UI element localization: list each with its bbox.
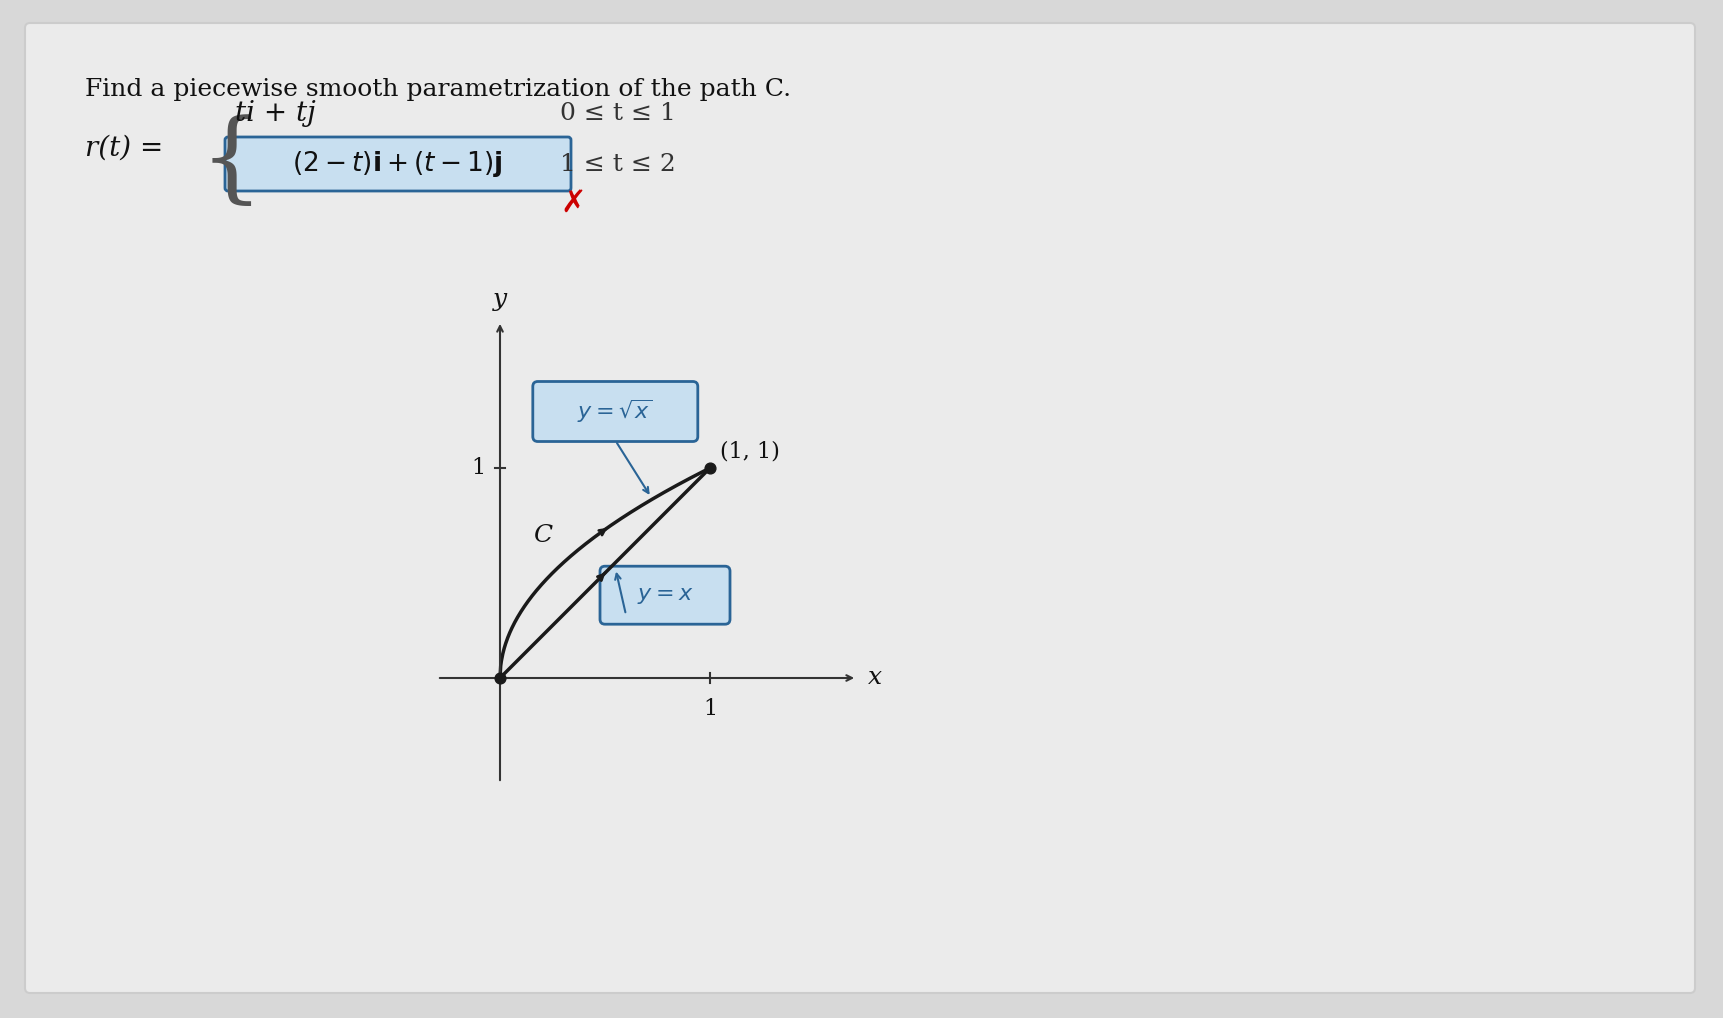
Text: ti + tj: ti + tj: [234, 100, 315, 126]
Text: 0 ≤ t ≤ 1: 0 ≤ t ≤ 1: [560, 102, 675, 124]
Text: x: x: [867, 667, 880, 689]
Text: {: {: [200, 115, 264, 211]
Text: (1, 1): (1, 1): [720, 440, 781, 462]
Text: 1 ≤ t ≤ 2: 1 ≤ t ≤ 2: [560, 153, 675, 175]
FancyBboxPatch shape: [532, 382, 698, 442]
Text: ✗: ✗: [560, 188, 586, 218]
Text: $(2-t)\mathbf{i} + (t-1)\mathbf{j}$: $(2-t)\mathbf{i} + (t-1)\mathbf{j}$: [291, 149, 501, 179]
Text: 1: 1: [470, 457, 484, 479]
FancyBboxPatch shape: [600, 566, 729, 624]
Text: r(t) =: r(t) =: [84, 134, 164, 162]
Point: [486, 670, 513, 686]
Text: 1: 1: [703, 698, 717, 720]
Text: C: C: [532, 523, 551, 547]
Text: $y = \sqrt{x}$: $y = \sqrt{x}$: [577, 398, 653, 426]
FancyBboxPatch shape: [226, 137, 570, 191]
Text: Find a piecewise smooth parametrization of the path C.: Find a piecewise smooth parametrization …: [84, 78, 791, 101]
Text: $y = x$: $y = x$: [636, 584, 693, 606]
Point: [696, 460, 724, 476]
FancyBboxPatch shape: [26, 23, 1694, 993]
Text: y: y: [493, 287, 507, 310]
